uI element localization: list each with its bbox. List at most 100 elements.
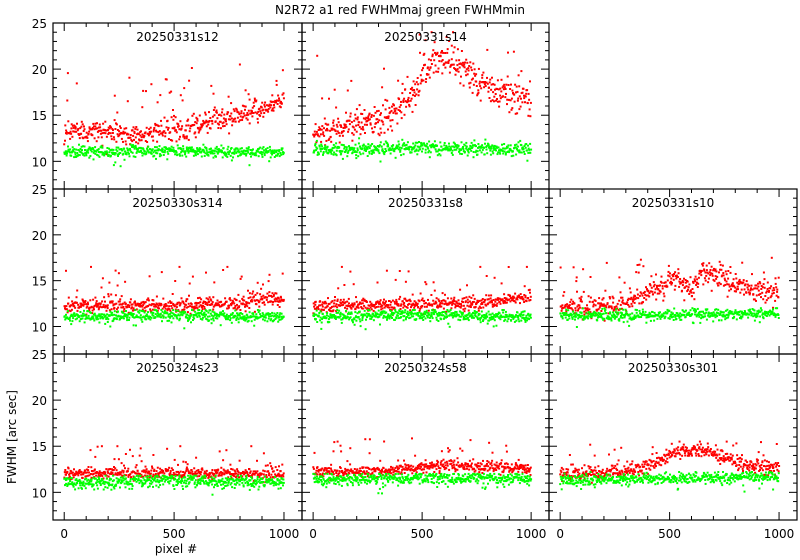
data-point: [462, 84, 465, 87]
data-point: [82, 130, 85, 132]
data-point: [238, 113, 241, 115]
data-point: [98, 313, 101, 316]
data-point: [584, 307, 587, 310]
data-point: [349, 270, 352, 273]
data-point: [132, 324, 135, 327]
data-point: [229, 154, 232, 157]
data-point: [518, 320, 521, 323]
data-point: [586, 307, 589, 310]
data-point: [602, 303, 605, 306]
data-point: [182, 147, 185, 150]
data-point: [336, 309, 339, 311]
data-point: [93, 312, 96, 315]
data-point: [360, 306, 363, 308]
data-point: [479, 318, 482, 321]
data-point: [352, 283, 355, 286]
data-point: [167, 128, 169, 131]
data-point: [184, 150, 187, 153]
data-point: [618, 276, 621, 279]
data-point: [265, 149, 268, 152]
data-point: [454, 303, 457, 306]
data-point: [399, 313, 402, 316]
data-point: [484, 316, 487, 318]
data-point: [433, 41, 436, 44]
data-point: [76, 152, 79, 154]
data-point: [513, 100, 516, 103]
data-point: [114, 269, 117, 272]
data-point: [367, 145, 370, 148]
data-point: [185, 300, 188, 303]
data-point: [241, 313, 244, 315]
data-point: [491, 144, 494, 147]
data-point: [189, 314, 192, 317]
chart-title: N2R72 a1 red FWHMmaj green FWHMmin: [275, 3, 525, 17]
data-point: [455, 145, 457, 148]
data-point: [129, 134, 132, 136]
data-point: [419, 51, 421, 54]
data-point: [82, 304, 85, 307]
data-point: [109, 325, 112, 328]
data-point: [261, 301, 264, 304]
data-point: [402, 153, 405, 156]
data-point: [155, 146, 158, 149]
data-point: [86, 149, 89, 152]
data-point: [443, 299, 446, 302]
data-point: [697, 282, 700, 285]
data-point: [640, 292, 643, 295]
data-point: [407, 314, 410, 317]
data-point: [527, 147, 530, 150]
data-point: [123, 313, 126, 316]
data-point: [106, 153, 109, 156]
data-point: [318, 304, 321, 307]
data-point: [196, 302, 198, 305]
data-point: [132, 144, 134, 147]
data-point: [71, 300, 74, 303]
data-point: [457, 70, 460, 73]
data-point: [776, 290, 779, 293]
data-point: [651, 290, 654, 293]
data-point: [710, 265, 713, 268]
data-point: [715, 270, 718, 273]
data-point: [158, 133, 161, 136]
data-point: [387, 128, 389, 131]
data-point: [688, 283, 691, 286]
data-point: [261, 147, 264, 150]
data-point: [521, 91, 524, 94]
data-point: [493, 95, 496, 98]
data-point: [250, 111, 253, 114]
data-point: [416, 141, 419, 144]
data-point: [158, 130, 161, 133]
data-point: [98, 321, 101, 324]
data-point: [185, 148, 188, 151]
data-point: [339, 315, 342, 318]
data-point: [185, 155, 188, 158]
data-point: [341, 157, 344, 160]
data-point: [110, 154, 112, 157]
data-point: [71, 135, 74, 138]
data-point: [282, 153, 285, 156]
data-point: [383, 298, 385, 301]
data-point: [271, 295, 273, 298]
data-point: [658, 292, 661, 295]
data-point: [271, 314, 274, 317]
data-point: [428, 313, 431, 316]
data-point: [263, 152, 266, 155]
data-point: [85, 154, 88, 157]
data-point: [523, 153, 526, 155]
data-point: [161, 310, 164, 313]
data-point: [243, 149, 246, 152]
data-point: [179, 94, 182, 97]
data-point: [713, 267, 715, 270]
data-point: [647, 290, 650, 293]
data-point: [161, 320, 163, 323]
data-point: [78, 133, 81, 136]
data-point: [117, 315, 120, 318]
data-point: [629, 313, 632, 316]
data-point: [446, 48, 449, 51]
data-point: [517, 314, 519, 317]
data-point: [450, 314, 453, 317]
data-point: [438, 305, 441, 308]
data-point: [158, 145, 161, 148]
data-point: [471, 91, 474, 94]
data-point: [423, 305, 426, 308]
